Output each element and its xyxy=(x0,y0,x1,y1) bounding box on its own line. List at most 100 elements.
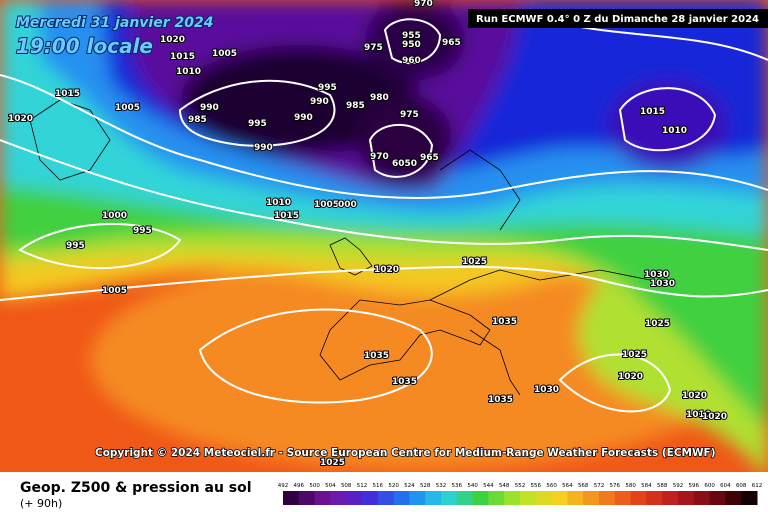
isobar-label: 1030 xyxy=(650,279,675,289)
isobar-label: 995 xyxy=(66,241,85,251)
colorbar-label: 596 xyxy=(689,483,700,489)
isobar-labels: 1020 1015 1010 1005 1015 1020 1005 990 985 995 990… xyxy=(7,0,728,469)
isobar-label: 1015 xyxy=(640,107,665,117)
isobar-label: 990 xyxy=(254,143,273,153)
colorbar-label: 588 xyxy=(657,483,668,489)
run-info: Run ECMWF 0.4° 0 Z du Dimanche 28 janvie… xyxy=(476,14,759,25)
colorbar-label: 532 xyxy=(436,483,447,489)
colorbar-label: 524 xyxy=(404,483,415,489)
colorbar-swatch xyxy=(504,491,521,505)
colorbar-swatch xyxy=(741,491,758,505)
colorbar-label: 592 xyxy=(673,483,684,489)
field xyxy=(0,0,768,472)
isobar-label: 1025 xyxy=(645,319,670,329)
isobar-label: 975 xyxy=(364,43,383,53)
colorbar-swatch xyxy=(362,491,379,505)
colorbar-swatch xyxy=(535,491,553,505)
isobar-label: 975 xyxy=(400,110,419,120)
colorbar-swatch xyxy=(393,491,410,505)
footer-title: Geop. Z500 & pression au sol xyxy=(20,480,252,496)
colorbar: 492 496 500 504 508 512 516 520 524 528 532 536 540 5… xyxy=(278,483,763,505)
colorbar-label: 576 xyxy=(610,483,621,489)
coastlines xyxy=(29,99,651,396)
colorbar-swatch xyxy=(693,491,711,505)
colorbar-swatch xyxy=(377,491,395,505)
colorbar-label: 560 xyxy=(546,483,557,489)
isobar-label: 1005 xyxy=(314,200,339,210)
colorbar-label: 516 xyxy=(373,483,384,489)
isobar-label: 990 xyxy=(294,113,313,123)
isobar-label: 1020 xyxy=(682,391,707,401)
isobar-label: 995 xyxy=(318,83,337,93)
colorbar-label: 536 xyxy=(452,483,463,489)
isobar-label: 970 xyxy=(370,152,389,162)
isobar-label: 1015 xyxy=(55,89,80,99)
colorbar-label: 568 xyxy=(578,483,589,489)
isobar-label: 1025 xyxy=(320,458,345,468)
colorbar-label: 496 xyxy=(294,483,305,489)
colorbar-swatch xyxy=(298,491,316,505)
isobar-label: 000 xyxy=(338,200,357,210)
isobar-label: 1010 xyxy=(662,126,687,136)
colorbar-swatch xyxy=(409,491,426,505)
isobar-label: 1015 xyxy=(170,52,195,62)
isobar-label: 1035 xyxy=(364,351,389,361)
isobar-label: 950 xyxy=(402,40,421,50)
isobar-label: 1015 xyxy=(274,211,299,221)
colorbar-swatch xyxy=(709,491,726,505)
colorbar-label: 572 xyxy=(594,483,605,489)
isobar-label: 995 xyxy=(133,226,152,236)
colorbar-label: 608 xyxy=(736,483,747,489)
colorbar-swatch xyxy=(725,491,742,505)
isobar-label: 6050 xyxy=(392,159,417,169)
footer-lead: (+ 90h) xyxy=(20,497,62,510)
colorbar-label: 492 xyxy=(278,483,289,489)
colorbar-label: 548 xyxy=(499,483,510,489)
isobar-label: 955 xyxy=(402,31,421,41)
colorbar-swatch xyxy=(346,491,363,505)
isobar-label: 965 xyxy=(420,153,439,163)
colorbar-swatch xyxy=(441,491,458,505)
colorbar-swatch xyxy=(614,491,632,505)
isobar-label: 1035 xyxy=(488,395,513,405)
isobars xyxy=(0,18,768,413)
colorbar-label: 508 xyxy=(341,483,352,489)
colorbar-swatch xyxy=(472,491,489,505)
isobar-label: 1020 xyxy=(374,265,399,275)
isobar-label: 1020 xyxy=(702,412,727,422)
isobar-label: 990 xyxy=(310,97,329,107)
colorbar-swatch xyxy=(583,491,600,505)
colorbar-swatch xyxy=(314,491,331,505)
colorbar-label: 552 xyxy=(515,483,526,489)
isobar-label: 1005 xyxy=(212,49,237,59)
isobar-label: 1020 xyxy=(160,35,185,45)
isobar-label: 1020 xyxy=(8,114,33,124)
isobar-label: 1030 xyxy=(534,385,559,395)
date: Mercredi 31 janvier 2024 xyxy=(16,15,213,31)
colorbar-swatch xyxy=(678,491,695,505)
isobar-label: 1035 xyxy=(492,317,517,327)
colorbar-label: 612 xyxy=(752,483,763,489)
colorbar-label: 580 xyxy=(625,483,636,489)
colorbar-swatch xyxy=(283,491,300,505)
colorbar-swatch xyxy=(599,491,616,505)
isobar-label: 1010 xyxy=(266,198,291,208)
isobar-label: 980 xyxy=(370,93,389,103)
colorbar-swatch xyxy=(425,491,442,505)
colorbar-label: 584 xyxy=(641,483,652,489)
colorbar-label: 528 xyxy=(420,483,431,489)
isobar-label: 1020 xyxy=(618,372,643,382)
isobar-label: 1030 xyxy=(644,270,669,280)
isobar-label: 1025 xyxy=(622,350,647,360)
isobar-label: 965 xyxy=(442,38,461,48)
copyright: Copyright © 2024 Meteociel.fr - Source E… xyxy=(95,447,716,459)
colorbar-label: 540 xyxy=(467,483,478,489)
isobar-label: 990 xyxy=(200,103,219,113)
colorbar-swatch xyxy=(456,491,474,505)
time: 19:00 locale xyxy=(16,34,153,58)
isobar-label: 1005 xyxy=(115,103,140,113)
colorbar-swatch xyxy=(567,491,584,505)
colorbar-label: 604 xyxy=(720,483,731,489)
colorbar-label: 512 xyxy=(357,483,368,489)
